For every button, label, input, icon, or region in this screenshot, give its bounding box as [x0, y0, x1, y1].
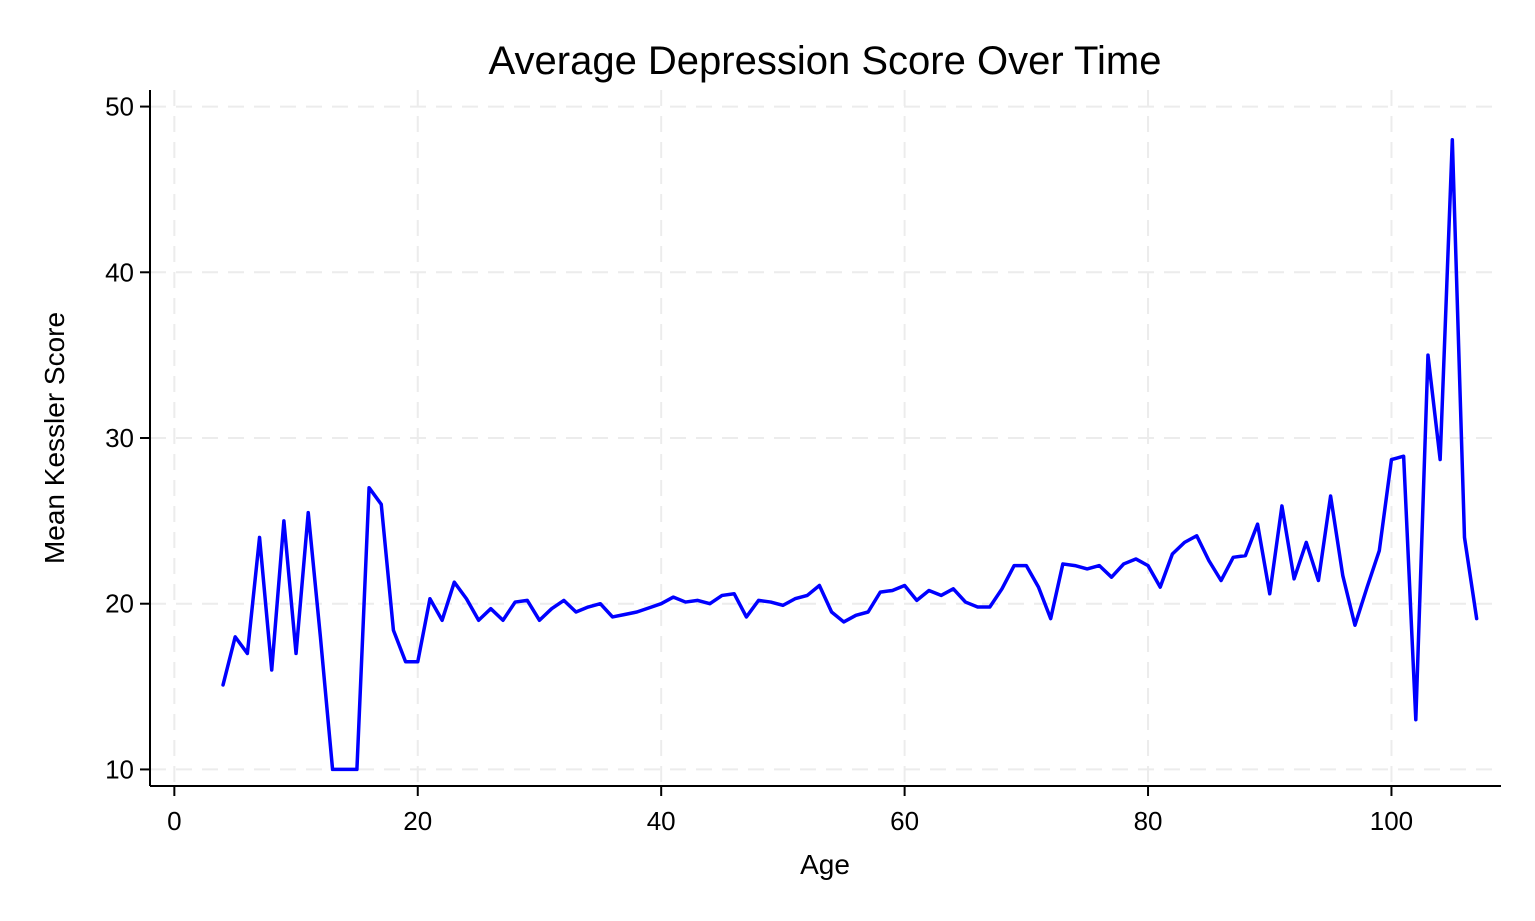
- series: [221, 137, 1479, 772]
- y-tick-label: 50: [105, 92, 134, 122]
- y-tick-label: 40: [105, 257, 134, 287]
- gridlines: [150, 90, 1501, 786]
- chart-title: Average Depression Score Over Time: [489, 39, 1162, 83]
- x-tick-label: 100: [1370, 806, 1413, 836]
- y-tick-label: 10: [105, 754, 134, 784]
- series-line: [221, 137, 1479, 772]
- x-tick-label: 80: [1134, 806, 1163, 836]
- axes: [140, 90, 1501, 796]
- x-axis-label: Age: [800, 849, 850, 880]
- x-tick-label: 40: [647, 806, 676, 836]
- y-tick-label: 30: [105, 423, 134, 453]
- x-tick-label: 20: [403, 806, 432, 836]
- y-tick-label: 20: [105, 589, 134, 619]
- x-tick-label: 60: [890, 806, 919, 836]
- y-axis-label: Mean Kessler Score: [39, 312, 70, 564]
- x-tick-label: 0: [167, 806, 181, 836]
- tick-labels: 0 20 40 60 80 100 10 20 30 40 50: [105, 92, 1413, 836]
